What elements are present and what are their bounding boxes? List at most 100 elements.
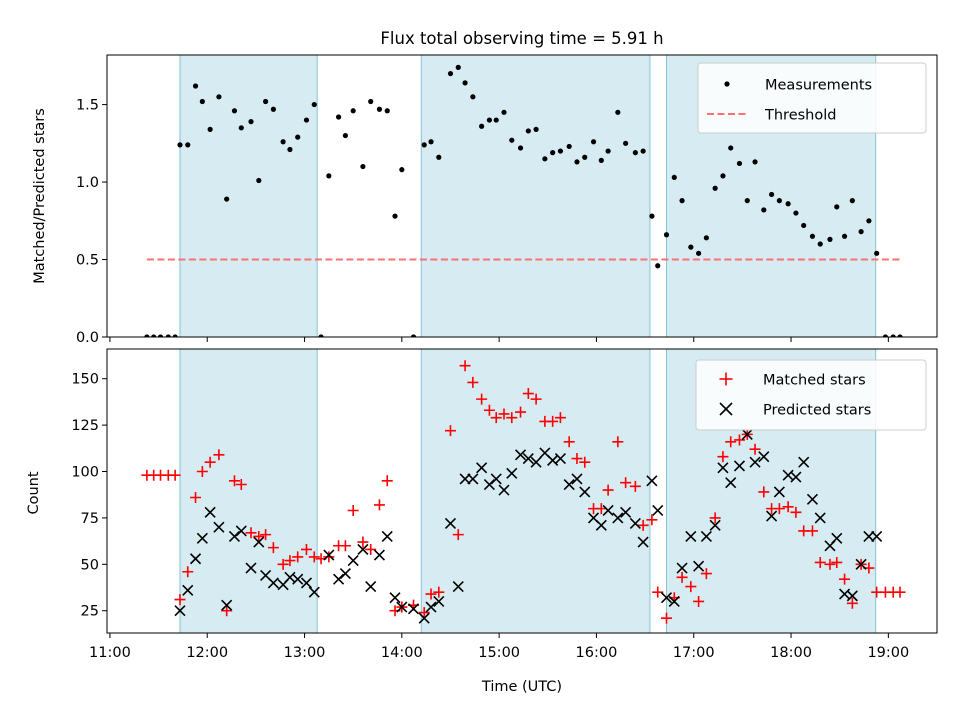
bottom-matched-stars-point-71 xyxy=(709,512,721,524)
bottom-predicted-stars-point-56 xyxy=(637,536,649,548)
bottom-predicted-stars-point-53 xyxy=(612,512,624,524)
top-plot-frame xyxy=(106,54,938,338)
top-measurements-point-45 xyxy=(501,109,507,115)
bottom-matched-stars-point-59 xyxy=(612,436,624,448)
chart-title: Flux total observing time = 5.91 h xyxy=(380,29,663,48)
bottom-predicted-stars-point-36 xyxy=(476,462,488,474)
bottom-predicted-stars-point-49 xyxy=(579,486,591,498)
bottom-matched-stars-point-48 xyxy=(522,388,534,400)
bottom-matched-stars-point-19 xyxy=(284,555,296,567)
bottom-x-tick-label-6: 17:00 xyxy=(673,645,715,661)
bottom-matched-stars-point-28 xyxy=(357,536,369,548)
bottom-matched-stars-point-22 xyxy=(308,551,320,563)
bottom-matched-stars-point-44 xyxy=(490,412,502,424)
top-measurements-point-75 xyxy=(744,198,750,204)
bottom-matched-stars-point-72 xyxy=(717,451,729,463)
top-measurements-point-85 xyxy=(827,236,833,242)
bottom-matched-stars-point-20 xyxy=(292,551,304,563)
top-measurements-point-57 xyxy=(598,157,604,163)
top-measurements-point-38 xyxy=(447,70,454,77)
top-measurements-point-21 xyxy=(303,117,310,123)
top-measurements-point-20 xyxy=(295,134,301,140)
bottom-predicted-stars-point-80 xyxy=(831,532,843,544)
bottom-matched-stars-point-54 xyxy=(571,453,583,465)
bottom-matched-stars-point-87 xyxy=(839,573,851,585)
bottom-predicted-stars-point-64 xyxy=(700,530,712,543)
bottom-predicted-stars-point-67 xyxy=(725,477,737,489)
bottom-matched-stars-point-36 xyxy=(425,588,437,600)
top-measurements-point-73 xyxy=(728,145,734,151)
bottom-matched-stars-point-81 xyxy=(790,506,802,518)
bottom-predicted-stars-point-83 xyxy=(855,558,867,570)
top-measurements-point-66 xyxy=(671,174,677,181)
bottom-predicted-stars-point-42 xyxy=(522,452,534,465)
bottom-matched-stars-point-5 xyxy=(174,594,186,606)
top-measurements-point-1 xyxy=(151,334,157,337)
bottom-matched-stars-point-51 xyxy=(547,415,559,427)
bottom-matched-stars-point-35 xyxy=(418,607,430,619)
bottom-predicted-stars-point-35 xyxy=(467,473,479,485)
top-measurements-point-48 xyxy=(525,128,531,134)
top-measurements-point-43 xyxy=(486,117,493,123)
bottom-predicted-stars-point-25 xyxy=(381,530,393,543)
bottom-matched-stars-point-46 xyxy=(506,412,518,424)
bottom-x-axis-label: Time (UTC) xyxy=(481,679,562,695)
bottom-y-tick-label-2: 75 xyxy=(81,511,99,527)
bottom-predicted-stars-point-57 xyxy=(646,475,658,487)
bottom-matched-stars-point-68 xyxy=(685,581,697,593)
bottom-predicted-stars-point-16 xyxy=(300,577,313,589)
bottom-matched-stars-point-7 xyxy=(190,491,202,503)
bottom-matched-stars-point-15 xyxy=(253,530,265,542)
bottom-predicted-stars-point-10 xyxy=(253,536,265,548)
bottom-matched-stars-point-39 xyxy=(452,529,464,541)
bottom-y-tick-label-1: 50 xyxy=(81,557,99,573)
bottom-predicted-stars-point-26 xyxy=(389,592,401,604)
top-measurements-point-11 xyxy=(224,196,230,202)
top-measurements-point-42 xyxy=(479,123,485,129)
top-measurements-point-47 xyxy=(517,145,524,151)
bottom-predicted-stars-point-51 xyxy=(595,519,607,531)
bottom-predicted-stars-point-76 xyxy=(798,456,810,468)
bottom-predicted-stars-point-3 xyxy=(196,532,208,544)
bottom-matched-stars-point-83 xyxy=(806,525,818,537)
bottom-matched-stars-point-6 xyxy=(182,566,194,578)
bottom-x-tick-label-3: 14:00 xyxy=(381,645,423,661)
bottom-matched-stars-point-18 xyxy=(277,558,289,570)
top-measurements-point-22 xyxy=(311,101,317,108)
top-measurements-point-64 xyxy=(655,263,661,269)
top-series-layer xyxy=(144,64,903,337)
top-measurements-point-44 xyxy=(493,117,499,123)
top-x-axis-ticks xyxy=(109,337,889,342)
top-measurements-point-49 xyxy=(533,126,539,132)
bottom-matched-stars-point-30 xyxy=(373,499,385,511)
top-measurements-point-9 xyxy=(207,126,213,132)
top-measurements-point-82 xyxy=(801,222,807,229)
top-measurements-point-18 xyxy=(280,139,286,145)
top-y-tick-label-2: 1.0 xyxy=(76,175,99,191)
top-measurements-point-81 xyxy=(793,210,799,216)
bottom-predicted-stars-point-4 xyxy=(204,506,216,518)
bottom-x-tick-label-7: 18:00 xyxy=(770,645,812,661)
bottom-predicted-stars-point-72 xyxy=(766,510,778,522)
top-measurements-point-56 xyxy=(590,139,597,145)
bottom-matched-stars-point-43 xyxy=(483,404,495,416)
bottom-predicted-stars-point-63 xyxy=(693,560,705,572)
bottom-predicted-stars-point-47 xyxy=(563,478,575,491)
bottom-predicted-stars-point-39 xyxy=(498,484,510,496)
top-measurements-point-60 xyxy=(623,140,629,146)
bottom-predicted-stars-point-61 xyxy=(676,562,688,574)
bottom-predicted-stars-point-78 xyxy=(814,512,826,524)
top-measurements-point-63 xyxy=(649,213,655,219)
top-measurements-point-14 xyxy=(248,119,254,125)
bottom-x-tick-label-5: 16:00 xyxy=(576,645,618,661)
bottom-predicted-stars-point-66 xyxy=(717,462,729,474)
bottom-matched-stars-point-88 xyxy=(846,597,858,609)
bottom-matched-stars-point-47 xyxy=(515,406,527,418)
bottom-matched-stars-point-13 xyxy=(235,479,247,491)
top-measurements-point-92 xyxy=(882,334,889,337)
bottom-predicted-stars-point-52 xyxy=(602,504,614,517)
bottom-matched-stars-point-94 xyxy=(894,586,906,598)
top-measurements-point-33 xyxy=(399,167,405,173)
top-measurements-point-93 xyxy=(890,334,896,337)
